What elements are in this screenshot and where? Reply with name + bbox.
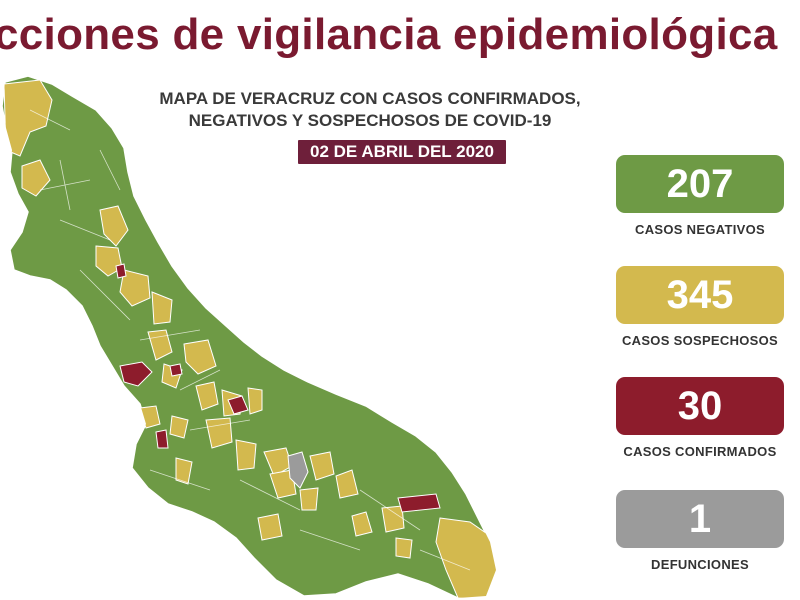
municipality-suspected xyxy=(435,517,496,598)
municipality-suspected xyxy=(99,205,129,247)
state-outline xyxy=(1,75,497,599)
municipality-suspected xyxy=(151,291,173,325)
stat-value-deaths: 1 xyxy=(616,490,784,548)
municipality-suspected xyxy=(381,505,405,533)
municipality-confirmed xyxy=(227,395,249,415)
stat-card-suspected: 345 CASOS SOSPECHOSOS xyxy=(600,266,800,348)
municipality-confirmed xyxy=(397,493,441,513)
veracruz-map xyxy=(1,75,497,599)
municipality-suspected xyxy=(247,387,263,415)
stat-label-suspected: CASOS SOSPECHOSOS xyxy=(621,333,779,348)
municipality-suspected xyxy=(175,457,193,485)
municipality-suspected xyxy=(351,511,373,537)
stat-label-deaths: DEFUNCIONES xyxy=(651,557,749,572)
stat-value-suspected: 345 xyxy=(616,266,784,324)
municipality-suspected xyxy=(335,469,359,499)
municipality-suspected xyxy=(395,537,413,559)
municipality-confirmed xyxy=(155,429,169,449)
municipality-suspected xyxy=(299,487,319,511)
municipality-suspected xyxy=(139,405,161,429)
stat-value-negative: 207 xyxy=(616,155,784,213)
date-badge: 02 DE ABRIL DEL 2020 xyxy=(298,140,506,164)
stat-card-negative: 207 CASOS NEGATIVOS xyxy=(600,155,800,237)
map-title-line-2: NEGATIVOS Y SOSPECHOSOS DE COVID-19 xyxy=(188,111,552,130)
municipality-suspected xyxy=(235,439,257,471)
municipality-confirmed xyxy=(115,263,127,279)
municipality-suspected xyxy=(183,339,217,375)
stat-label-negative: CASOS NEGATIVOS xyxy=(635,222,765,237)
municipality-suspected xyxy=(309,451,335,481)
stat-label-confirmed: CASOS CONFIRMADOS xyxy=(623,444,777,459)
municipality-death xyxy=(287,451,309,489)
stat-value-confirmed: 30 xyxy=(616,377,784,435)
municipality-suspected xyxy=(119,269,151,307)
headline: cciones de vigilancia epidemiológica xyxy=(0,10,778,59)
map-title-line-1: MAPA DE VERACRUZ CON CASOS CONFIRMADOS, xyxy=(159,89,581,108)
map-title: MAPA DE VERACRUZ CON CASOS CONFIRMADOS, … xyxy=(130,88,610,132)
municipality-suspected xyxy=(95,245,123,277)
municipality-suspected xyxy=(21,159,51,197)
stat-card-confirmed: 30 CASOS CONFIRMADOS xyxy=(600,377,800,459)
municipality-suspected xyxy=(169,415,189,439)
municipality-confirmed xyxy=(119,361,153,387)
municipality-suspected xyxy=(195,381,219,411)
municipality-confirmed xyxy=(169,363,183,377)
stat-card-deaths: 1 DEFUNCIONES xyxy=(600,490,800,572)
municipality-suspected xyxy=(257,513,283,541)
municipality-suspected xyxy=(205,417,233,449)
municipal-borders xyxy=(29,109,471,571)
